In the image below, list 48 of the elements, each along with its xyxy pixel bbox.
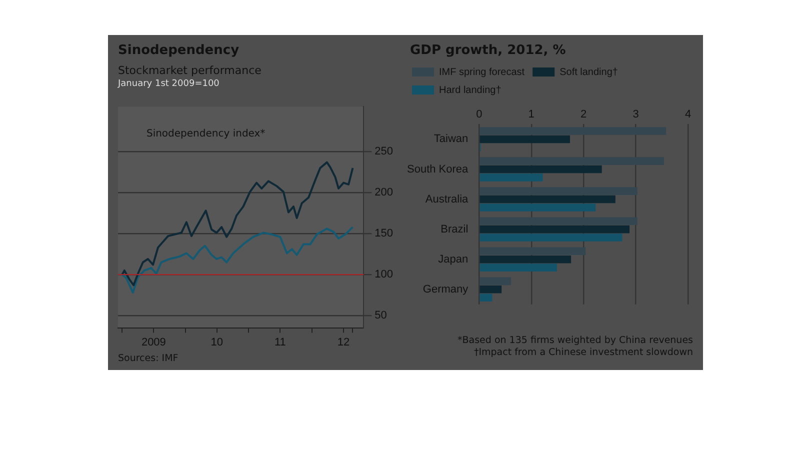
text: †Impact from a Chinese investment slowdown: [474, 347, 693, 358]
x-tick-label: 4: [684, 108, 692, 121]
chart-subtitle: Stockmarket performance: [118, 64, 262, 77]
y-tick-label: 250: [374, 146, 394, 158]
y-tick-label: Taiwan: [434, 133, 468, 146]
bar: [480, 157, 664, 165]
bar: [480, 294, 492, 302]
bar: [480, 217, 638, 226]
x-tick-label: 2009: [141, 336, 166, 348]
text: *Based on 135 firms weighted by China revenues: [458, 335, 693, 346]
bar: [480, 234, 622, 242]
bar: [480, 187, 638, 195]
bar: [480, 195, 616, 204]
legend-label: IMF spring forecast: [439, 66, 525, 78]
y-tick-label: 200: [374, 186, 394, 199]
y-tick-label: Brazil: [440, 223, 468, 236]
bar: [480, 135, 570, 144]
source-note: Sources: IMF: [118, 353, 178, 364]
y-tick-label: Australia: [425, 193, 470, 206]
bar: [480, 264, 557, 272]
y-tick-label: 150: [374, 228, 394, 240]
bar: [480, 285, 502, 294]
text: January 1st 2009=100: [118, 79, 220, 89]
bar: [480, 165, 602, 174]
bar: [480, 225, 630, 234]
y-tick-label: Germany: [422, 283, 469, 296]
chart-title: GDP growth, 2012, %: [410, 43, 567, 58]
x-tick-label: 11: [274, 336, 286, 348]
y-tick-label: South Korea: [407, 163, 470, 176]
bar: [480, 127, 666, 135]
legend-label: Soft landing†: [560, 66, 618, 78]
x-tick-label: 10: [210, 336, 224, 348]
x-tick-label: 0: [476, 108, 482, 121]
legend-label: Hard landing†: [439, 84, 502, 96]
chart-title: Sinodependency: [118, 43, 240, 58]
x-tick-label: 3: [632, 108, 639, 121]
bar: [480, 174, 543, 182]
bar: [480, 255, 572, 264]
bar: [480, 247, 586, 256]
y-tick-label: 100: [374, 268, 394, 281]
bar: [480, 277, 512, 286]
text: Sinodependency index*: [146, 128, 266, 140]
x-tick-label: 12: [337, 336, 350, 348]
bar: [480, 204, 596, 212]
y-tick-label: Japan: [438, 253, 468, 266]
y-tick-label: 50: [374, 310, 387, 322]
x-tick-label: 1: [528, 108, 534, 121]
x-tick-label: 2: [580, 108, 587, 121]
